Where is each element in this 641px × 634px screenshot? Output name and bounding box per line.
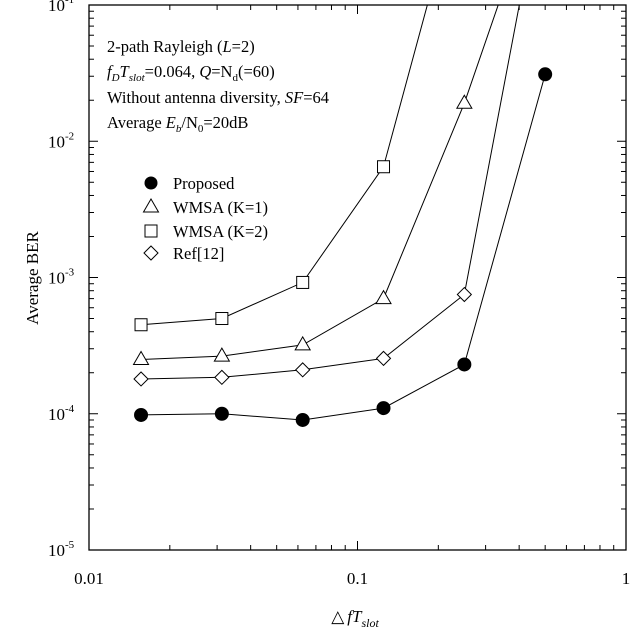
series-layer — [140, 5, 546, 421]
x-tick-label: 0.01 — [74, 569, 104, 588]
y-tick-labels: 10-5 10-4 10-3 10-2 10-1 — [48, 0, 75, 560]
legend-label-wmsa-k2: WMSA (K=2) — [173, 222, 268, 241]
y-tick-label: 10-1 — [48, 0, 74, 15]
series-line-0 — [140, 74, 546, 421]
data-point — [455, 94, 473, 109]
data-point — [376, 401, 391, 416]
y-tick-label: 10-2 — [48, 130, 74, 151]
legend-marker-ref12 — [143, 245, 159, 261]
data-point — [294, 335, 312, 351]
data-point — [377, 160, 391, 174]
annotation-line-1: 2-path Rayleigh (L=2) — [107, 37, 255, 56]
data-point — [538, 67, 553, 82]
data-point — [132, 350, 150, 366]
y-tick-label: 10-5 — [48, 539, 75, 560]
x-tick-labels: 0.01 0.1 1 — [74, 569, 630, 588]
data-point — [215, 312, 229, 326]
legend-label-wmsa-k1: WMSA (K=1) — [173, 198, 268, 217]
marker-layer — [132, 67, 553, 427]
y-tick-label: 10-4 — [48, 403, 75, 424]
data-point — [294, 362, 311, 378]
data-point — [375, 289, 392, 305]
y-tick-label: 10-3 — [48, 267, 75, 288]
series-line-1 — [140, 5, 499, 360]
data-point — [134, 407, 149, 422]
data-point — [214, 406, 229, 421]
y-axis-label: Average BER — [23, 231, 42, 325]
delta-symbol: △ — [331, 607, 345, 626]
legend-marker-wmsa-k1 — [142, 197, 160, 213]
plot-frame — [88, 4, 627, 551]
annotation-line-3: Without antenna diversity, SF=64 — [107, 88, 329, 107]
axis-ticks — [88, 5, 626, 551]
annotation-line-2: fDTslot=0.064, Q=Nd(=60) — [107, 62, 275, 84]
annotation-block: 2-path Rayleigh (L=2) fDTslot=0.064, Q=N… — [107, 37, 329, 135]
data-point — [375, 350, 392, 367]
legend-marker-wmsa-k2 — [144, 224, 158, 238]
x-tick-label: 1 — [622, 569, 631, 588]
legend-label-proposed: Proposed — [173, 174, 235, 193]
legend: Proposed WMSA (K=1) WMSA (K=2) Ref[12] — [142, 174, 268, 263]
data-point — [214, 369, 230, 386]
data-point — [295, 412, 310, 427]
x-axis-label: △ fTslot — [331, 607, 379, 630]
legend-label-ref12: Ref[12] — [173, 244, 224, 263]
x-tick-label: 0.1 — [347, 569, 368, 588]
data-point — [457, 357, 472, 372]
series-line-3 — [140, 5, 520, 380]
data-point — [134, 318, 148, 332]
data-point — [456, 286, 473, 303]
data-point — [133, 371, 149, 387]
data-point — [296, 275, 310, 289]
legend-marker-proposed — [144, 176, 158, 190]
annotation-line-4: Average Eb/N0=20dB — [107, 113, 248, 135]
data-point — [213, 347, 231, 362]
